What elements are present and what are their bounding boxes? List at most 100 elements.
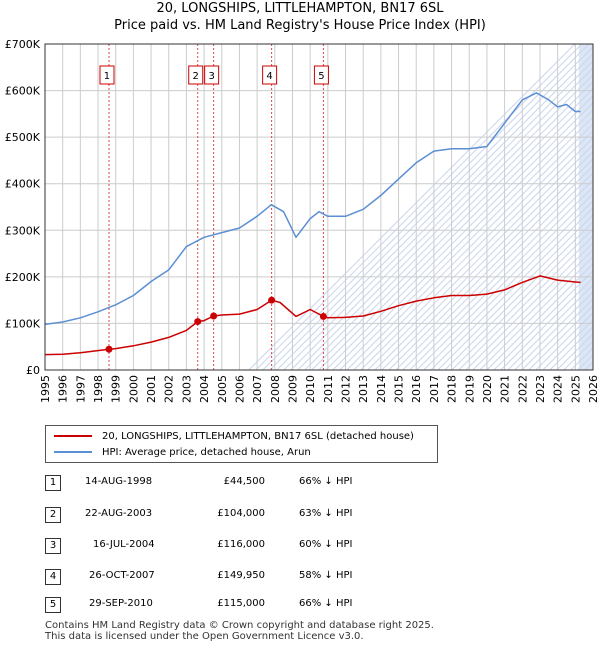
table-row: 5 29-SEP-2010 £115,000 66% ↓ HPI (45, 597, 405, 613)
sale-date: 22-AUG-2003 (85, 508, 153, 519)
x-tick-label: 2014 (375, 375, 388, 403)
sale-marker-box (188, 65, 204, 85)
sale-number: 3 (45, 538, 61, 554)
forecast-hatch (409, 179, 600, 371)
x-tick-label: 2007 (251, 375, 264, 403)
forecast-hatch (332, 102, 600, 371)
forecast-hatch (437, 207, 600, 371)
x-tick-label: 2011 (322, 375, 335, 403)
x-tick-label: 2017 (428, 375, 441, 403)
forecast-hatch (444, 214, 600, 371)
x-tick-label: 2021 (499, 375, 512, 403)
y-tick-label: £700K (5, 38, 41, 51)
legend-label-property: 20, LONGSHIPS, LITTLEHAMPTON, BN17 6SL (… (102, 430, 414, 442)
x-tick-label: 2012 (340, 375, 353, 403)
sale-point (105, 345, 113, 353)
forecast-hatch (353, 123, 600, 371)
legend-label-hpi: HPI: Average price, detached house, Arun (102, 446, 311, 458)
forecast-hatch (472, 242, 600, 371)
sale-hpi-diff: 66% ↓ HPI (299, 476, 353, 487)
plot-area (45, 44, 593, 370)
forecast-hatch (248, 43, 576, 371)
sale-hpi-diff: 66% ↓ HPI (299, 598, 353, 609)
price-chart: £0 £100K £200K £300K £400K £500K £600K £700K 199… (5, 38, 600, 403)
y-tick-label: £500K (5, 131, 41, 144)
x-tick-label: 2023 (534, 375, 547, 403)
footer-licence: This data is licensed under the Open Gov… (45, 631, 364, 642)
legend: 20, LONGSHIPS, LITTLEHAMPTON, BN17 6SL (… (45, 425, 438, 463)
x-tick-label: 2018 (446, 375, 459, 403)
sale-date: 16-JUL-2004 (93, 539, 155, 550)
x-tick-label: 2008 (269, 375, 282, 403)
sale-marker-box (204, 65, 220, 85)
property-series-line (44, 275, 581, 356)
x-tick-label: 2020 (481, 375, 494, 403)
sale-number: 4 (45, 569, 61, 585)
sale-price: £44,500 (223, 476, 265, 487)
x-tick-label: 2003 (180, 375, 193, 403)
sale-number: 5 (45, 597, 61, 613)
x-tick-label: 2005 (216, 375, 229, 403)
x-tick-label: 2002 (163, 375, 176, 403)
y-tick-label: £600K (5, 85, 41, 98)
x-tick-label: 2022 (516, 375, 529, 403)
y-tick-label: £200K (5, 271, 41, 284)
legend-swatch-hpi (54, 451, 92, 453)
x-tick-label: 2026 (587, 375, 600, 403)
x-tick-label: 1995 (39, 375, 52, 403)
x-tick-label: 2016 (410, 375, 423, 403)
sale-marker-label: 3 (208, 71, 214, 82)
sale-date: 26-OCT-2007 (89, 570, 155, 581)
forecast-hatch (479, 249, 600, 371)
sale-date: 29-SEP-2010 (89, 598, 153, 609)
forecast-hatch (381, 151, 600, 371)
x-tick-label: 2025 (569, 375, 582, 403)
forecast-hatch (416, 186, 600, 371)
y-tick-label: £300K (5, 224, 41, 237)
x-tick-label: 2001 (145, 375, 158, 403)
forecast-hatch (367, 137, 600, 371)
table-row: 4 26-OCT-2007 £149,950 58% ↓ HPI (45, 569, 405, 585)
sale-hpi-diff: 58% ↓ HPI (299, 570, 353, 581)
x-tick-label: 2024 (552, 375, 565, 403)
sale-marker-box (313, 65, 329, 85)
x-tick-label: 2010 (304, 375, 317, 403)
sale-marker-label: 4 (266, 71, 272, 82)
forecast-hatch (374, 144, 600, 371)
forecast-hatch (528, 298, 600, 371)
table-row: 3 16-JUL-2004 £116,000 60% ↓ HPI (45, 538, 405, 554)
x-tick-label: 1999 (110, 375, 123, 403)
sale-hpi-diff: 60% ↓ HPI (299, 539, 353, 550)
forecast-hatch (451, 221, 600, 371)
sale-price: £104,000 (217, 508, 265, 519)
sale-point (319, 312, 327, 320)
sale-price: £115,000 (217, 598, 265, 609)
sale-point (268, 296, 276, 304)
right-margin (593, 42, 600, 372)
legend-item-hpi: HPI: Average price, detached house, Arun (54, 445, 311, 459)
x-tick-label: 1998 (92, 375, 105, 403)
x-tick-label: 2015 (393, 375, 406, 403)
y-tick-label: £0 (26, 364, 40, 377)
sale-marker-label: 2 (193, 71, 199, 82)
forecast-hatch (514, 284, 600, 371)
hpi-series-line (44, 92, 581, 326)
plot-border (44, 43, 594, 371)
forecast-hatch (297, 67, 600, 371)
forecast-hatch (339, 109, 600, 371)
chart-subtitle: Price paid vs. HM Land Registry's House … (114, 18, 486, 33)
forecast-hatch (458, 228, 600, 371)
x-tick-label: 1997 (74, 375, 87, 403)
forecast-hatch (486, 256, 600, 371)
forecast-hatch (395, 165, 600, 371)
legend-item-property: 20, LONGSHIPS, LITTLEHAMPTON, BN17 6SL (… (54, 429, 414, 443)
forecast-hatch (493, 263, 600, 371)
forecast-hatch (507, 277, 600, 371)
forecast-hatch (360, 130, 600, 371)
sale-marker-label: 5 (318, 71, 324, 82)
footer-copyright: Contains HM Land Registry data © Crown c… (45, 620, 434, 631)
sale-point (210, 312, 218, 320)
forecast-hatch (318, 88, 600, 371)
sale-date: 14-AUG-1998 (85, 476, 153, 487)
sale-hpi-diff: 63% ↓ HPI (299, 508, 353, 519)
